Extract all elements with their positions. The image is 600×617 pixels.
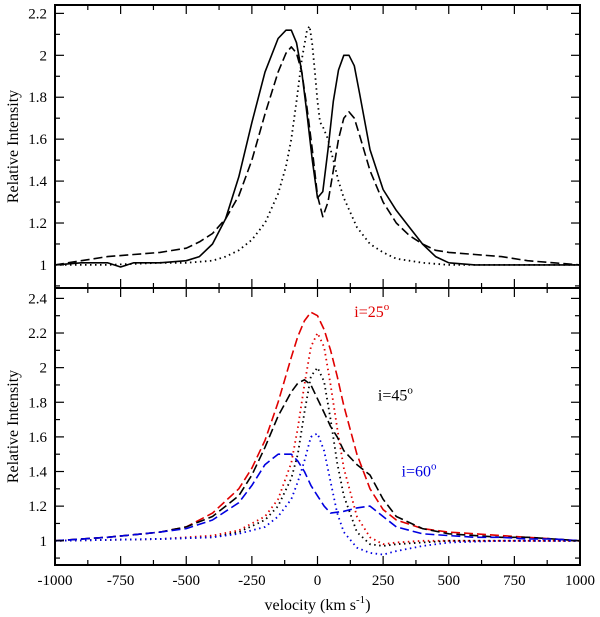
x-tick-label: 750 — [503, 573, 526, 589]
series-line-1-2 — [54, 379, 581, 542]
y-tick-label: 1 — [40, 534, 48, 550]
bottom-curves — [54, 311, 581, 556]
y-tick-label: 1.8 — [28, 90, 47, 106]
x-tick-label: -750 — [107, 573, 135, 589]
panel-top: 1 1.2 1.4 1.6 1.8 2 2.2 Relative Intensity — [5, 4, 581, 289]
top-curves — [54, 25, 581, 268]
bottom-y-axis-label: Relative Intensity — [5, 370, 22, 483]
annotation-label: i=45o — [378, 384, 413, 404]
series-line-0-0 — [54, 29, 580, 268]
inclination-annotations: i=25o i=45o i=60o — [354, 301, 437, 480]
series-line-1-5 — [54, 432, 580, 556]
series-line-0-1 — [54, 46, 581, 266]
y-tick-label: 1.4 — [28, 174, 47, 190]
top-ticks: 1 1.2 1.4 1.6 1.8 2 2.2 — [28, 5, 581, 288]
x-axis-label-sup: -1 — [356, 594, 365, 606]
y-tick-label: 1.6 — [28, 132, 47, 148]
x-tick-label: 500 — [438, 573, 461, 589]
x-axis-label: velocity (km s-1) — [264, 594, 370, 614]
y-tick-label: 2.2 — [28, 326, 47, 342]
x-tick-label: -1000 — [38, 573, 73, 589]
y-tick-label: 1.6 — [28, 430, 47, 446]
top-y-axis-label: Relative Intensity — [5, 90, 22, 203]
x-axis-label-main: velocity (km s — [264, 597, 356, 614]
y-tick-label: 1.2 — [28, 216, 47, 232]
top-plot-frame — [54, 4, 581, 289]
y-tick-label: 1.8 — [28, 395, 47, 411]
x-tick-label: -500 — [173, 573, 201, 589]
y-tick-label: 2.2 — [28, 6, 47, 22]
bottom-ticks: 1 1.2 1.4 1.6 1.8 2 2.2 2.4 -1000 -750 -500 -250 0 25… — [28, 288, 595, 589]
y-tick-label: 2 — [40, 48, 48, 64]
annotation-label: i=25o — [354, 301, 389, 321]
series-line-0-2 — [55, 25, 580, 266]
series-line-1-4 — [54, 453, 581, 542]
y-tick-label: 2.4 — [28, 291, 47, 307]
x-axis-label-end: ) — [365, 597, 370, 614]
panel-bottom: 1 1.2 1.4 1.6 1.8 2 2.2 2.4 -1000 -750 -500 -250 0 25… — [5, 287, 595, 614]
y-tick-label: 2 — [40, 361, 48, 377]
y-tick-label: 1.4 — [28, 465, 47, 481]
x-tick-label: 1000 — [565, 573, 595, 589]
annotation-label: i=60o — [402, 461, 437, 481]
bottom-plot-frame — [54, 287, 581, 566]
series-line-1-0 — [54, 311, 581, 542]
x-tick-label: 250 — [372, 573, 395, 589]
x-tick-label: 0 — [314, 573, 322, 589]
series-line-1-3 — [54, 366, 580, 547]
y-tick-label: 1.2 — [28, 499, 47, 515]
y-tick-label: 1 — [40, 258, 48, 274]
x-tick-label: -250 — [238, 573, 266, 589]
series-line-1-1 — [54, 332, 580, 546]
